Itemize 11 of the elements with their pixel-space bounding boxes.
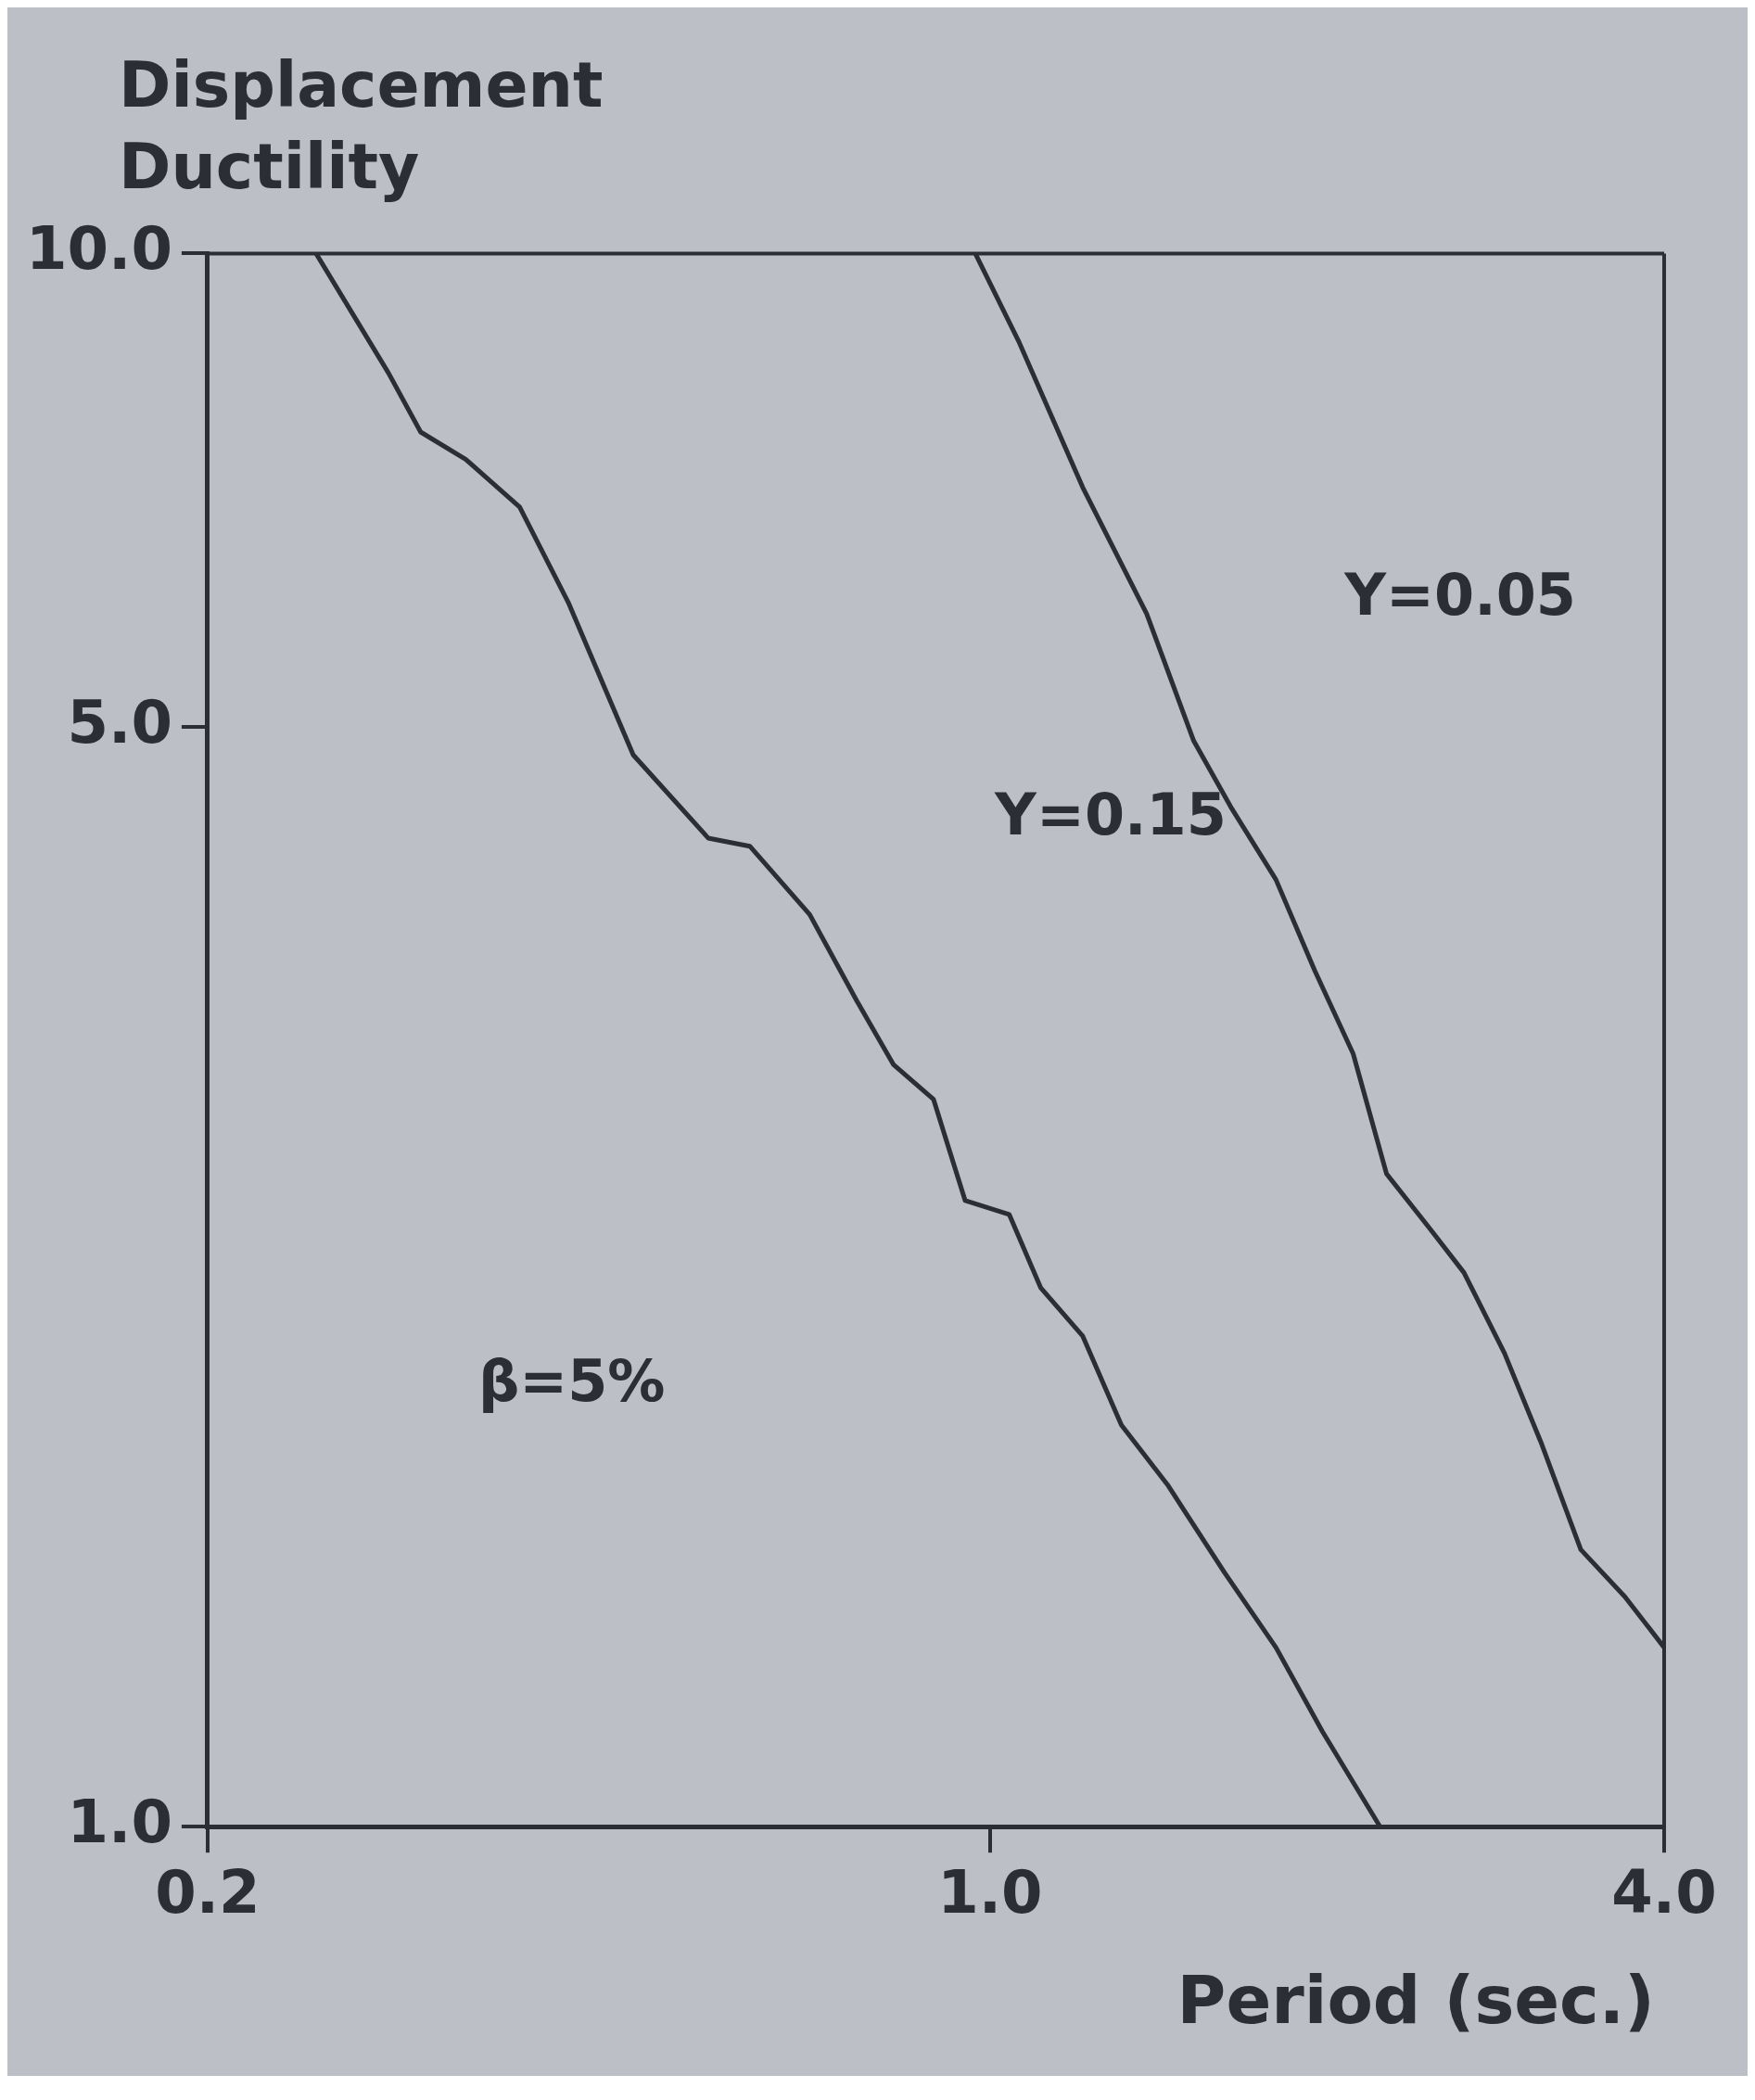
x-tick-label: 0.2: [155, 1858, 261, 1928]
annotation: Y=0.15: [994, 781, 1227, 849]
x-tick-label: 1.0: [937, 1858, 1043, 1928]
y-tick-label: 10.0: [26, 213, 172, 283]
y-axis-title: Displacement Ductility: [118, 47, 604, 206]
y-tick-label: 1.0: [67, 1787, 172, 1856]
x-axis-title: Period (sec.): [1176, 1959, 1656, 2041]
y-tick-label: 5.0: [67, 687, 172, 757]
annotation: Y=0.05: [1343, 560, 1576, 629]
x-tick-label: 4.0: [1611, 1858, 1717, 1928]
annotation: β=5%: [477, 1346, 666, 1415]
